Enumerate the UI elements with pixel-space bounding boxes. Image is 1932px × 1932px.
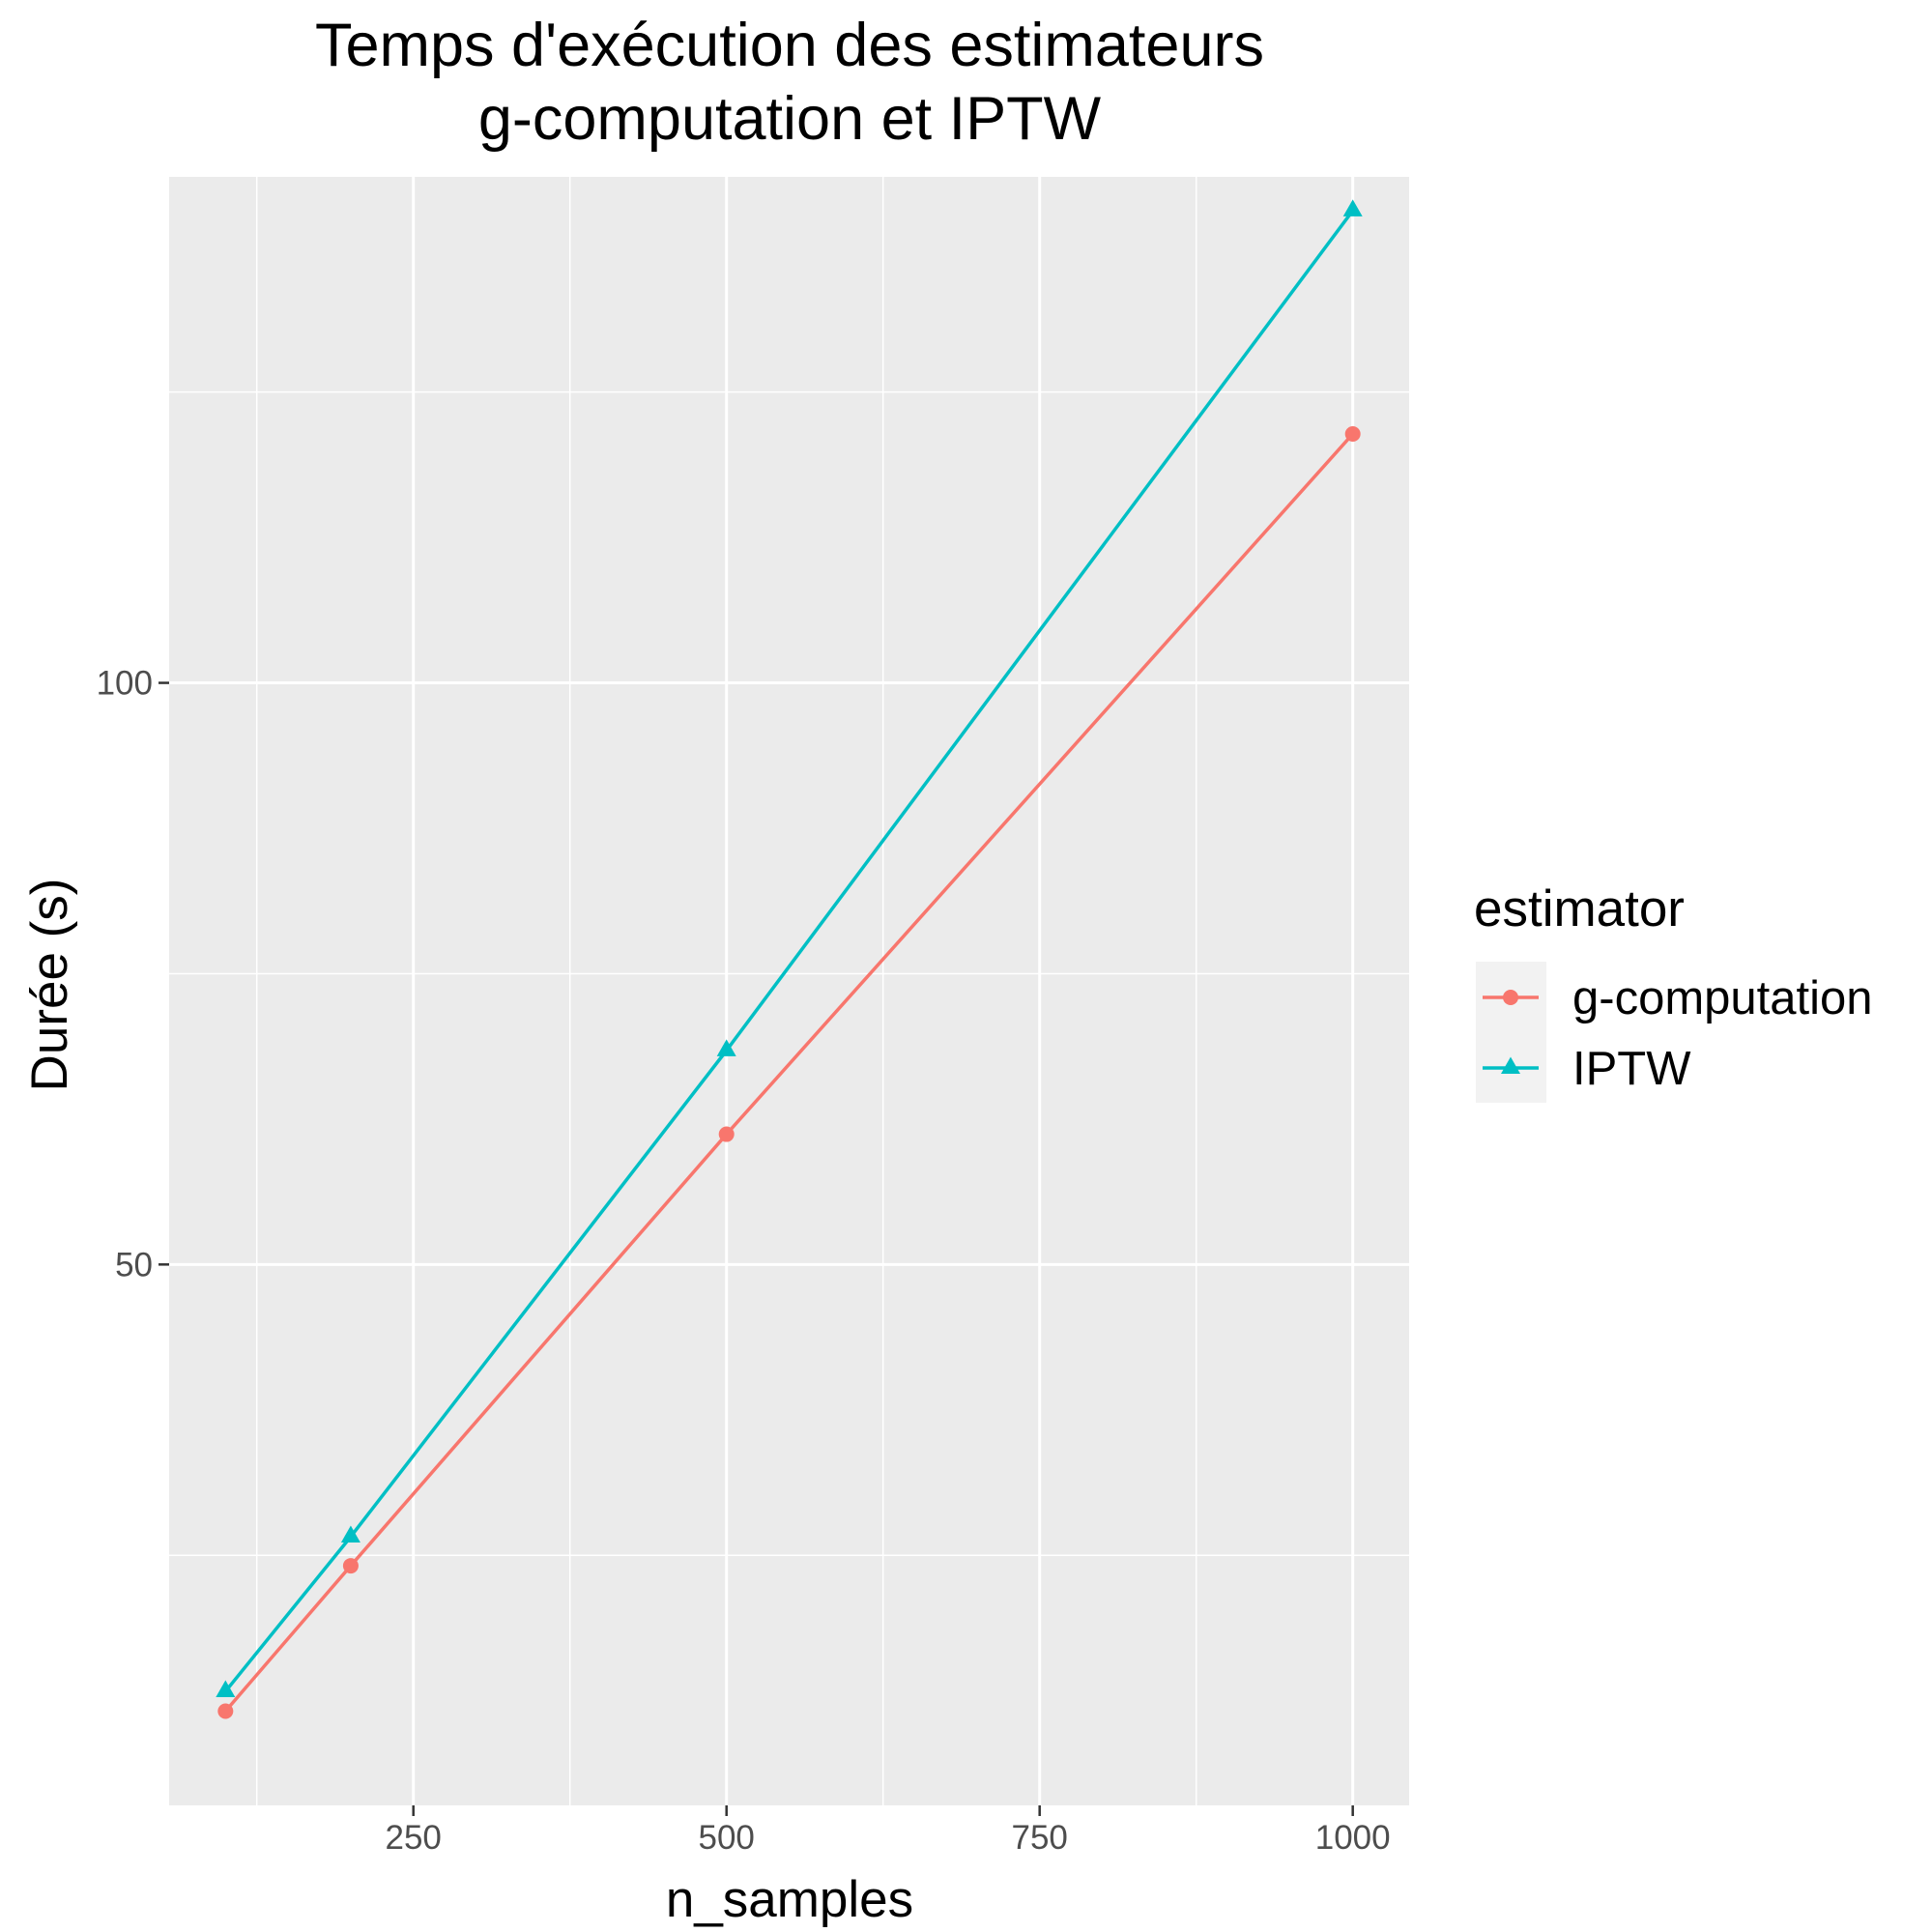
series-line-g-computation [223,432,1354,1713]
data-point-g-computation [342,1558,359,1574]
legend-label-iptw: IPTW [1572,1043,1691,1095]
major-gridlines [169,177,1409,1805]
data-point-iptw [716,1039,736,1056]
y-tick-label: 50 [115,1246,153,1283]
data-point-g-computation [217,1703,234,1719]
x-tick-label: 250 [386,1819,442,1857]
data-point-g-computation [718,1126,735,1142]
x-axis: 250 500 750 1000 [386,1805,1391,1857]
chart-title-line-2: g-computation et IPTW [478,85,1102,153]
legend-key-marker-iptw [1501,1056,1520,1074]
chart-title-line-1: Temps d'exécution des estimateurs [315,12,1264,79]
y-tick-label: 100 [97,665,153,703]
series-markers [216,199,1363,1719]
y-axis: 50 100 [97,665,169,1283]
legend-title: estimator [1474,880,1685,937]
x-axis-title: n_samples [666,1871,913,1928]
legend-key-background [1476,962,1546,1103]
x-tick-label: 1000 [1315,1819,1391,1857]
legend-label-g-computation: g-computation [1572,972,1873,1024]
legend: estimator g-computation IPTW [1474,880,1873,1103]
data-point-iptw [216,1680,236,1698]
legend-items: g-computation IPTW [1483,972,1873,1095]
x-tick-label: 500 [698,1819,754,1857]
series-line-iptw [223,209,1355,1693]
legend-key-marker-g-computation [1503,990,1518,1005]
y-axis-title: Durée (s) [21,879,78,1092]
data-point-iptw [340,1525,360,1543]
series-lines [223,209,1355,1713]
minor-gridlines [169,177,1409,1805]
x-tick-label: 750 [1011,1819,1067,1857]
data-point-g-computation [1344,425,1361,442]
data-point-iptw [1342,199,1363,216]
plot-panel [169,177,1409,1805]
